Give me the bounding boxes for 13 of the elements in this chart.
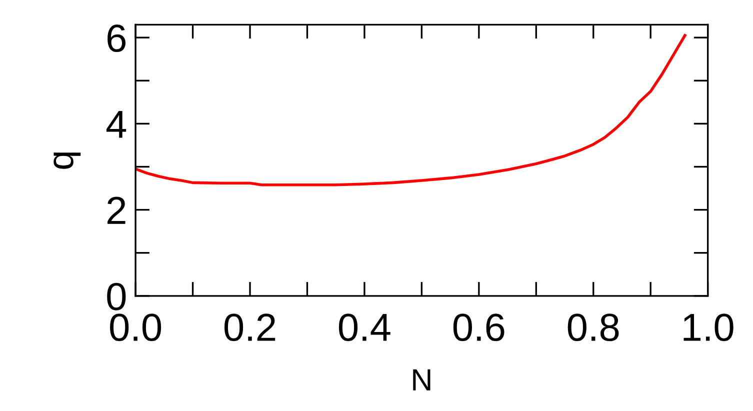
y-tick-label: 0 [107, 282, 126, 310]
y-axis-title: q [54, 152, 81, 169]
y-tick-label: 4 [106, 111, 126, 138]
line-series [136, 34, 686, 186]
x-tick-label: 0.0 [110, 314, 162, 342]
x-tick-label: 0.4 [338, 314, 390, 342]
x-tick-label: 0.6 [453, 314, 504, 342]
y-tick-label: 6 [108, 24, 126, 52]
x-axis-title: N [413, 369, 430, 390]
y-tick-label: 2 [108, 196, 126, 224]
x-tick-label: 0.2 [224, 314, 276, 342]
x-tick-label: 0.8 [568, 314, 619, 342]
x-tick-label: 1.0 [684, 314, 734, 342]
